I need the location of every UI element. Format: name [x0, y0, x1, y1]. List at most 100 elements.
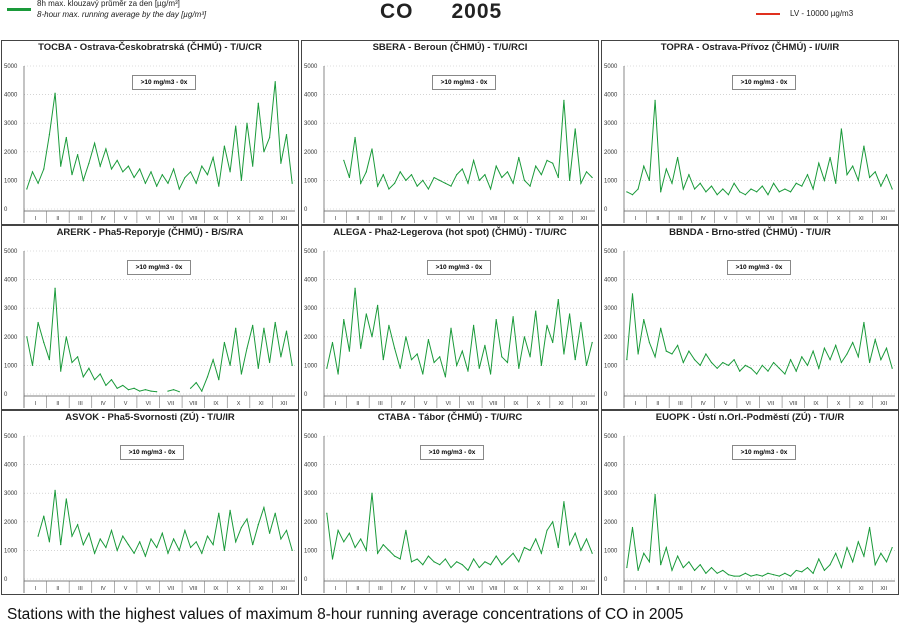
- y-tick-label: 4000: [304, 278, 318, 284]
- month-label: V: [724, 216, 728, 222]
- series-line: [626, 293, 893, 375]
- month-label: V: [724, 586, 728, 592]
- y-tick-label: 0: [304, 392, 308, 398]
- month-label: IV: [400, 216, 406, 222]
- month-label: IX: [813, 216, 819, 222]
- y-tick-label: 4000: [4, 463, 18, 469]
- month-label: IV: [700, 216, 706, 222]
- panel-title: ALEGA - Pha2-Legerova (hot spot) (ČHMÚ) …: [333, 227, 567, 238]
- panel-title: ARERK - Pha5-Reporyje (ČHMÚ) - B/S/RA: [56, 227, 244, 238]
- month-label: XI: [259, 586, 265, 592]
- month-label: VIII: [189, 401, 198, 407]
- month-label: III: [378, 401, 383, 407]
- legend-limit-swatch: [756, 13, 780, 15]
- month-label: II: [56, 586, 60, 592]
- month-label: VII: [167, 216, 174, 222]
- month-label: XI: [559, 401, 565, 407]
- y-tick-label: 2000: [4, 150, 18, 156]
- pollutant: CO: [380, 0, 414, 23]
- month-label: VIII: [489, 216, 498, 222]
- month-label: II: [656, 216, 660, 222]
- y-tick-label: 0: [604, 207, 608, 213]
- panel-title: BBNDA - Brno-střed (ČHMÚ) - T/U/R: [669, 227, 831, 238]
- station-panel: 0 1000 2000 3000 4000 5000 I II III IV V VI VII VIII I…: [301, 410, 599, 595]
- month-label: VII: [767, 401, 774, 407]
- exceedance-box: >10 mg/m3 - 0x: [732, 75, 796, 90]
- month-label: III: [678, 216, 683, 222]
- panel-title: SBERA - Beroun (ČHMÚ) - T/U/RCI: [372, 42, 528, 53]
- station-panel: 0 1000 2000 3000 4000 5000 I II III IV V VI VII VIII I…: [1, 225, 299, 410]
- month-label: II: [56, 216, 60, 222]
- y-tick-label: 5000: [604, 249, 618, 255]
- y-tick-label: 3000: [604, 491, 618, 497]
- y-tick-label: 2000: [304, 520, 318, 526]
- month-label: VIII: [189, 216, 198, 222]
- month-label: III: [378, 216, 383, 222]
- y-tick-label: 0: [4, 392, 8, 398]
- month-label: III: [678, 401, 683, 407]
- exceedance-box: >10 mg/m3 - 0x: [427, 260, 491, 275]
- panel-title: TOCBA - Ostrava-Českobratrská (ČHMÚ) - T…: [38, 42, 262, 53]
- month-label: II: [356, 216, 360, 222]
- series-line: [626, 100, 893, 196]
- month-label: I: [635, 401, 637, 407]
- month-label: XII: [580, 401, 587, 407]
- month-label: III: [78, 216, 83, 222]
- month-label: I: [35, 401, 37, 407]
- month-label: XI: [859, 216, 865, 222]
- month-label: V: [424, 216, 428, 222]
- y-tick-label: 2000: [604, 520, 618, 526]
- month-label: VIII: [789, 216, 798, 222]
- month-label: IX: [213, 216, 219, 222]
- y-tick-label: 3000: [4, 491, 18, 497]
- month-label: XII: [880, 586, 887, 592]
- month-label: VI: [746, 216, 752, 222]
- month-label: VI: [146, 401, 152, 407]
- month-label: XII: [880, 216, 887, 222]
- month-label: VII: [767, 586, 774, 592]
- legend-series-label-cz: 8h max. klouzavý průměr za den [µg/m³]: [37, 0, 180, 8]
- month-label: I: [335, 216, 337, 222]
- exceedance-box: >10 mg/m3 - 0x: [420, 445, 484, 460]
- month-label: I: [35, 586, 37, 592]
- month-label: V: [424, 586, 428, 592]
- month-label: VI: [146, 586, 152, 592]
- series-line: [326, 493, 593, 572]
- station-panel: 0 1000 2000 3000 4000 5000 I II III IV V VI VII VIII I…: [601, 225, 899, 410]
- month-label: XI: [859, 401, 865, 407]
- month-label: VIII: [489, 401, 498, 407]
- month-label: IX: [513, 216, 519, 222]
- month-label: VIII: [189, 586, 198, 592]
- series-line: [626, 494, 893, 577]
- month-label: II: [656, 401, 660, 407]
- series-line: [37, 490, 293, 558]
- month-label: X: [237, 401, 241, 407]
- caption: Stations with the highest values of maxi…: [7, 606, 684, 623]
- exceedance-box: >10 mg/m3 - 0x: [127, 260, 191, 275]
- month-label: III: [78, 401, 83, 407]
- exceedance-box: >10 mg/m3 - 0x: [732, 445, 796, 460]
- month-label: XII: [280, 586, 287, 592]
- y-tick-label: 1000: [604, 178, 618, 184]
- y-tick-label: 4000: [604, 278, 618, 284]
- y-tick-label: 2000: [4, 520, 18, 526]
- month-label: XII: [280, 401, 287, 407]
- exceedance-box: >10 mg/m3 - 0x: [727, 260, 791, 275]
- y-tick-label: 2000: [604, 335, 618, 341]
- month-label: X: [837, 216, 841, 222]
- month-label: II: [356, 401, 360, 407]
- month-label: IX: [513, 586, 519, 592]
- month-label: V: [124, 586, 128, 592]
- y-tick-label: 4000: [4, 278, 18, 284]
- panel-title: TOPRA - Ostrava-Přívoz (ČHMÚ) - I/U/IR: [660, 42, 840, 53]
- month-label: II: [356, 586, 360, 592]
- station-panel: 0 1000 2000 3000 4000 5000 I II III IV V VI VII VIII I…: [1, 40, 299, 225]
- month-label: X: [837, 586, 841, 592]
- y-tick-label: 3000: [304, 491, 318, 497]
- month-label: V: [724, 401, 728, 407]
- y-tick-label: 0: [304, 207, 308, 213]
